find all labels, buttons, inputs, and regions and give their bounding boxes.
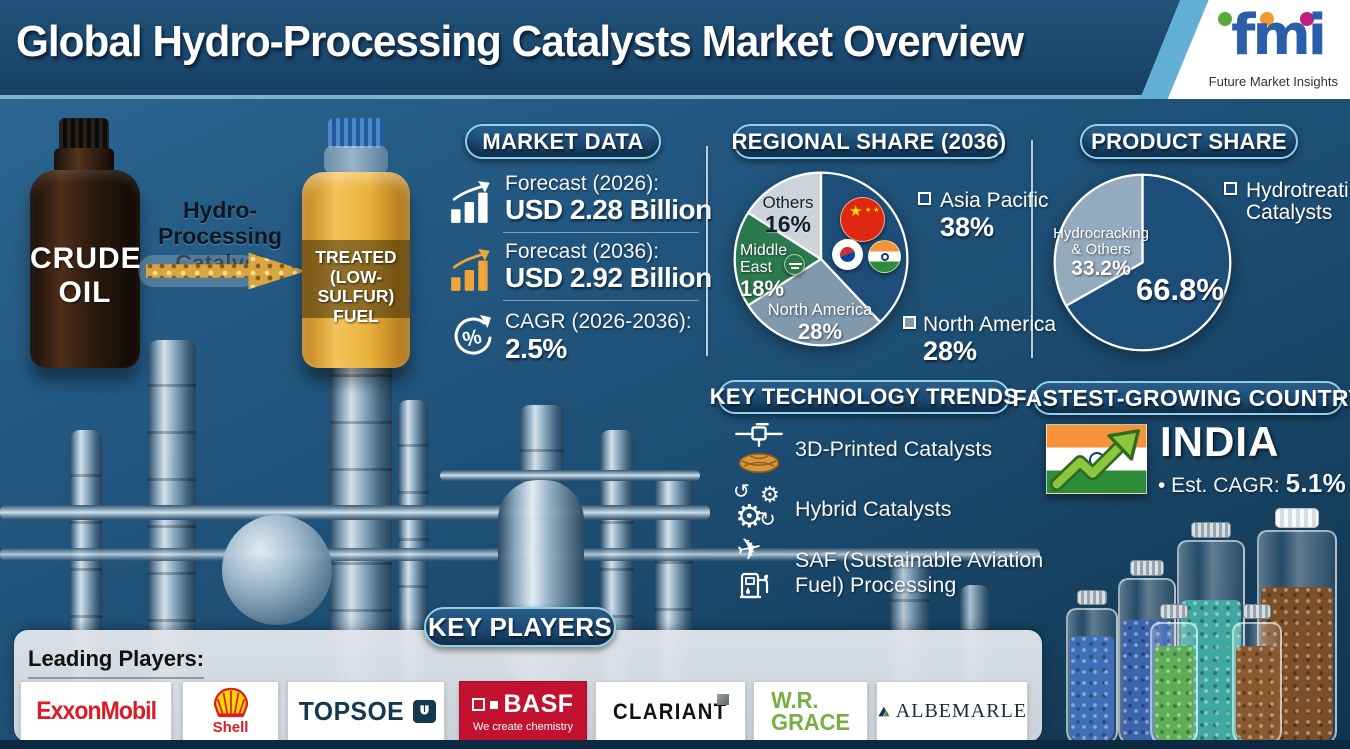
trend-hybrid: Hybrid Catalysts [795, 497, 952, 521]
bottle-cap [1130, 560, 1164, 576]
technology-trends-heading: KEY TECHNOLOGY TRENDS [710, 380, 1018, 414]
page-title: Global Hydro-Processing Catalysts Market… [16, 17, 1024, 66]
crude-oil-label: CRUDE OIL [30, 242, 142, 309]
svg-text:%: % [460, 325, 484, 352]
bar-chart-orange-icon [448, 246, 498, 299]
regional-share-heading: REGIONAL SHARE (2036) [732, 124, 1006, 159]
treated-fuel-label: TREATED (LOW-SULFUR) FUEL [315, 247, 397, 326]
logo-shell: Shell [182, 681, 279, 742]
logo-basf: BASF We create chemistry [459, 681, 587, 742]
pie-callout-north-america: North America 28% [767, 301, 873, 344]
pie-value-hydrotreating: 66.8% [1136, 272, 1224, 307]
aviation-fuel-icon: ✈ [733, 530, 785, 602]
india-flag-growth-icon [1046, 424, 1147, 494]
bar-chart-white-icon [448, 178, 498, 231]
pellet-bottle-green [1150, 622, 1198, 745]
forecast-2026-value: USD 2.28 Billion [505, 194, 712, 225]
logo-albemarle: ALBEMARLE [876, 681, 1028, 742]
separator [503, 300, 699, 301]
separator [503, 232, 699, 233]
trend-3d-printed: 3D-Printed Catalysts [795, 437, 993, 461]
trend-saf: SAF (Sustainable Aviation Fuel) Processi… [795, 548, 1044, 598]
crude-bottle-neck [54, 148, 114, 174]
bottle-cap [1160, 604, 1188, 619]
product-share-heading: PRODUCT SHARE [1080, 124, 1298, 159]
treated-bottle-cap [328, 118, 384, 148]
section-divider [706, 146, 708, 356]
hybrid-gears-icon: ⚙ ⚙ ↻ ↺ [733, 479, 780, 535]
treated-bottle-body: TREATED (LOW-SULFUR) FUEL [302, 172, 410, 368]
growth-arrow-icon [1049, 429, 1140, 492]
south-korea-flag-icon [832, 239, 863, 270]
logo-exxonmobil: ExxonMobil [20, 681, 172, 742]
legend-hydrotreating: Hydrotreating Catalysts [1224, 179, 1350, 224]
legend-asia-pacific: Asia Pacific 38% [918, 189, 1049, 242]
china-flag-icon: ★ ★ ★ [840, 197, 885, 242]
regional-share-pie-chart: Others 16% Middle East 18% North America… [732, 170, 910, 348]
pellet-bottle-brown-small [1232, 622, 1282, 745]
country-cagr: • Est. CAGR: 5.1% [1158, 468, 1347, 498]
bottle-cap [1275, 508, 1319, 528]
saudi-arabia-flag-icon [784, 254, 805, 275]
india-flag-icon [868, 240, 901, 273]
bottle-cap [1243, 604, 1271, 619]
forecast-2036-label: Forecast (2036): [505, 240, 660, 263]
product-share-pie-chart: Hydrocracking & Others 33.2% 66.8% [1052, 172, 1233, 353]
brand-tagline: Future Market Insights [1208, 74, 1338, 89]
header-bar: fmi Future Market Insights Global Hydro-… [0, 0, 1350, 99]
cagr-value: 2.5% [505, 333, 567, 364]
legend-swatch-asia-pacific [918, 192, 931, 205]
pie-callout-others: Others 16% [762, 193, 814, 238]
crude-bottle-body: CRUDE OIL [30, 170, 142, 368]
albemarle-mark-icon [878, 706, 890, 717]
forecast-2036-value: USD 2.92 Billion [505, 262, 712, 293]
section-divider [1031, 140, 1033, 358]
leading-players-label: Leading Players: [28, 646, 205, 679]
pie-callout-hydrocracking: Hydrocracking & Others 33.2% [1053, 225, 1149, 281]
basf-square-outline-icon [472, 698, 486, 711]
fmi-wordmark: fmi [1231, 3, 1327, 68]
legend-swatch-hydrotreating [1224, 182, 1237, 195]
market-data-heading: MARKET DATA [465, 124, 661, 159]
legend-swatch-north-america [903, 316, 916, 329]
cagr-label: CAGR (2026-2036): [505, 310, 692, 333]
cagr-percent-icon: % [448, 312, 498, 367]
country-name: INDIA [1160, 418, 1280, 465]
treated-bottle-neck [324, 146, 388, 174]
basf-square-filled-icon [490, 700, 499, 709]
fastest-country-heading: FASTEST-GROWING COUNTRY [1012, 381, 1350, 415]
forecast-2026-label: Forecast (2026): [505, 172, 660, 195]
shell-pecten-icon [213, 687, 248, 718]
crude-oil-bottle: CRUDE OIL [30, 118, 142, 368]
treated-fuel-bottle: TREATED (LOW-SULFUR) FUEL [302, 118, 410, 368]
logo-topsoe: TOPSOE [287, 681, 445, 742]
fmi-dot-green-icon [1218, 12, 1232, 26]
legend-north-america: North America 28% [903, 313, 1056, 366]
crude-bottle-cap [59, 118, 109, 150]
3d-printer-icon [733, 422, 785, 481]
pellet-bottle-blue-small [1066, 608, 1118, 745]
bottle-cap [1191, 522, 1231, 538]
treated-label-band: TREATED (LOW-SULFUR) FUEL [302, 240, 410, 325]
logo-clariant: CLARIANT [595, 681, 746, 742]
fmi-dot-magenta-icon [1300, 12, 1314, 26]
bottom-strip [0, 740, 1350, 749]
fmi-dot-orange-icon [1260, 12, 1274, 26]
logo-wr-grace: W.R. GRACE [753, 681, 868, 742]
topsoe-mark-icon [413, 700, 437, 723]
clariant-mark-icon [717, 694, 729, 705]
bottle-cap [1077, 590, 1107, 605]
fmi-logo: fmi Future Market Insights [1167, 0, 1350, 99]
pie-callout-middle-east: Middle East 18% [740, 242, 788, 301]
key-players-heading: KEY PLAYERS [424, 607, 616, 647]
